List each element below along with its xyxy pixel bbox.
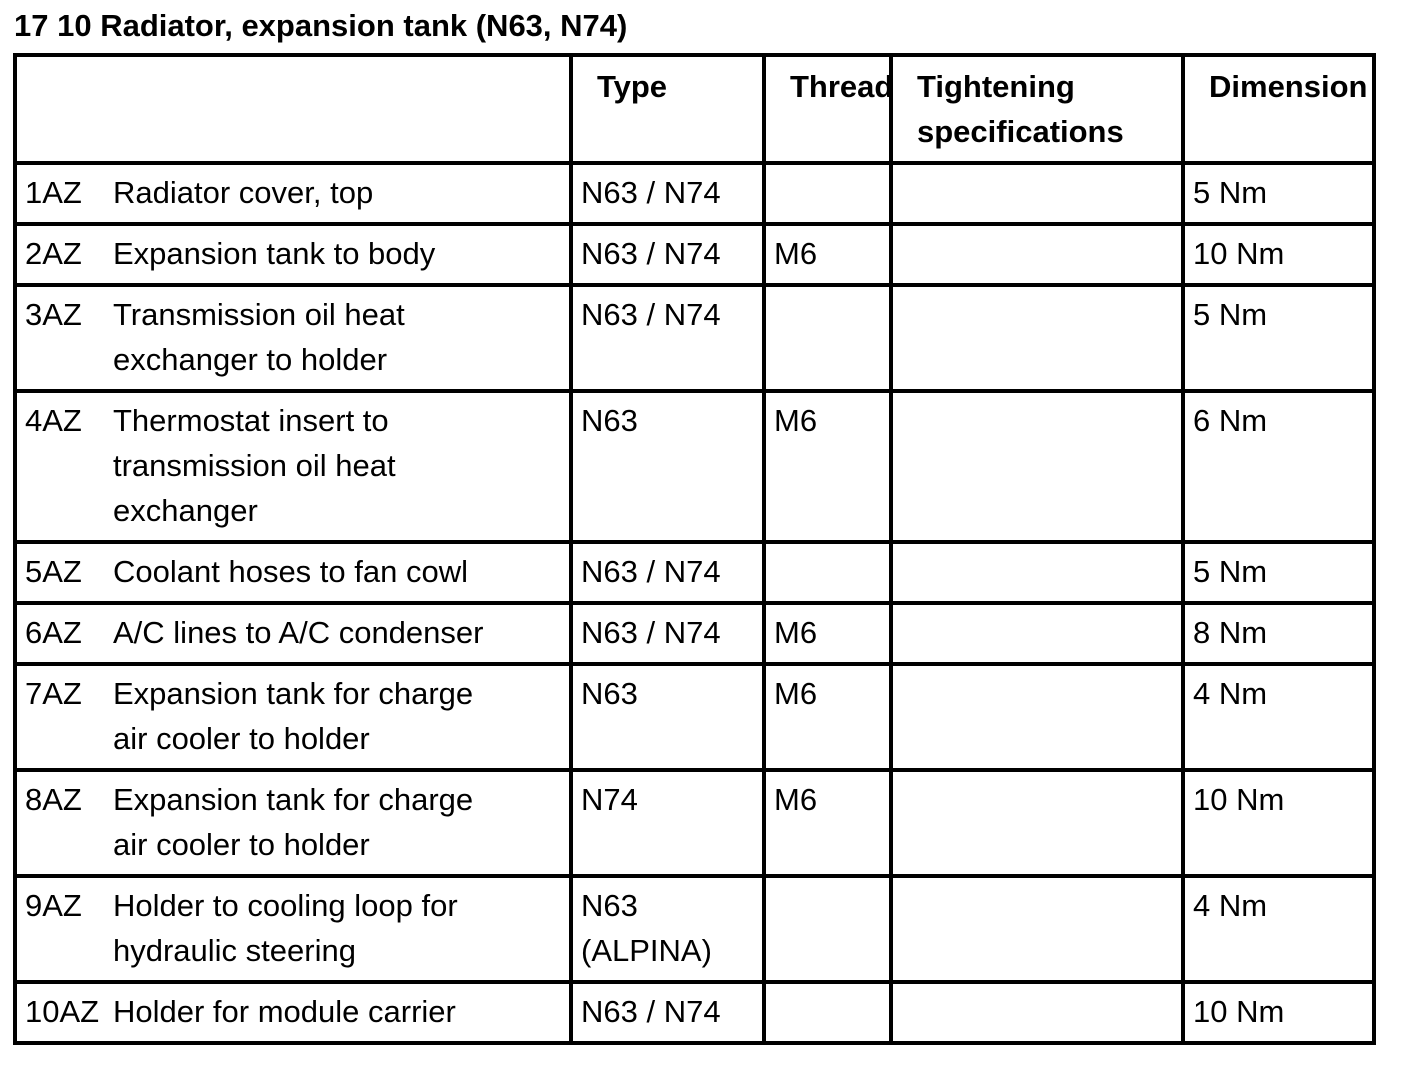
thread-cell: M6	[762, 389, 893, 544]
tightening-cell	[889, 601, 1185, 666]
type-cell: N63 / N74	[569, 161, 766, 226]
az-code: 3AZ	[25, 297, 82, 332]
header-row: Type Thread Tightening specifications Di…	[13, 53, 1376, 165]
item-cell: 9AZ Holder to cooling loop for hydraulic …	[13, 874, 573, 984]
table-header: Type Thread Tightening specifications Di…	[13, 53, 1376, 165]
item-description: Holder to cooling loop for hydraulic ste…	[113, 888, 458, 968]
col-header-thread: Thread	[762, 53, 893, 165]
type-cell: N63 / N74	[569, 601, 766, 666]
tightening-cell	[889, 980, 1185, 1045]
table-body: 1AZ Radiator cover, top N63 / N74 5 Nm 2A…	[13, 161, 1376, 1045]
table-row: 10AZ Holder for module carrier N63 / N74 …	[13, 980, 1376, 1045]
item-description: Transmission oil heat exchanger to holde…	[113, 297, 405, 377]
thread-cell: M6	[762, 222, 893, 287]
page-title: 17 10 Radiator, expansion tank (N63, N74…	[14, 8, 628, 43]
az-code: 10AZ	[25, 994, 100, 1029]
dimension-cell: 4 Nm	[1181, 874, 1376, 984]
table-row: 3AZ Transmission oil heat exchanger to ho…	[13, 283, 1376, 393]
tightening-cell	[889, 540, 1185, 605]
item-description: Holder for module carrier	[113, 994, 456, 1029]
az-code: 4AZ	[25, 403, 82, 438]
az-code: 8AZ	[25, 782, 82, 817]
tightening-cell	[889, 768, 1185, 878]
item-cell: 6AZ A/C lines to A/C condenser	[13, 601, 573, 666]
item-cell: 7AZ Expansion tank for charge air cooler …	[13, 662, 573, 772]
type-cell: N63	[569, 389, 766, 544]
thread-cell	[762, 540, 893, 605]
dimension-cell: 5 Nm	[1181, 283, 1376, 393]
item-description: Expansion tank for charge air cooler to …	[113, 782, 474, 862]
az-code: 5AZ	[25, 554, 82, 589]
tightening-cell	[889, 662, 1185, 772]
az-code: 1AZ	[25, 175, 82, 210]
dimension-cell: 10 Nm	[1181, 980, 1376, 1045]
col-header-type: Type	[569, 53, 766, 165]
item-cell: 1AZ Radiator cover, top	[13, 161, 573, 226]
type-cell: N63 / N74	[569, 540, 766, 605]
thread-cell	[762, 874, 893, 984]
thread-cell	[762, 161, 893, 226]
type-cell: N74	[569, 768, 766, 878]
thread-cell: M6	[762, 662, 893, 772]
item-cell: 5AZ Coolant hoses to fan cowl	[13, 540, 573, 605]
az-code: 7AZ	[25, 676, 82, 711]
tightening-cell	[889, 874, 1185, 984]
item-description: Thermostat insert to transmission oil he…	[113, 403, 396, 528]
dimension-cell: 5 Nm	[1181, 540, 1376, 605]
item-cell: 8AZ Expansion tank for charge air cooler …	[13, 768, 573, 878]
dimension-cell: 5 Nm	[1181, 161, 1376, 226]
type-cell: N63 / N74	[569, 283, 766, 393]
thread-cell: M6	[762, 768, 893, 878]
item-description: Expansion tank for charge air cooler to …	[113, 676, 474, 756]
thread-cell	[762, 283, 893, 393]
torque-spec-table: Type Thread Tightening specifications Di…	[13, 53, 1376, 1045]
item-cell: 4AZ Thermostat insert to transmission oil…	[13, 389, 573, 544]
item-cell: 2AZ Expansion tank to body	[13, 222, 573, 287]
az-code: 2AZ	[25, 236, 82, 271]
az-code: 6AZ	[25, 615, 82, 650]
table-row: 4AZ Thermostat insert to transmission oil…	[13, 389, 1376, 544]
col-header-item	[13, 53, 573, 165]
tightening-cell	[889, 222, 1185, 287]
type-cell: N63 (ALPINA)	[569, 874, 766, 984]
dimension-cell: 8 Nm	[1181, 601, 1376, 666]
item-description: Coolant hoses to fan cowl	[113, 554, 468, 589]
tightening-cell	[889, 389, 1185, 544]
table-row: 7AZ Expansion tank for charge air cooler …	[13, 662, 1376, 772]
az-code: 9AZ	[25, 888, 82, 923]
item-cell: 10AZ Holder for module carrier	[13, 980, 573, 1045]
type-cell: N63 / N74	[569, 222, 766, 287]
dimension-cell: 10 Nm	[1181, 768, 1376, 878]
table-row: 2AZ Expansion tank to body N63 / N74 M6 1…	[13, 222, 1376, 287]
type-cell: N63	[569, 662, 766, 772]
item-cell: 3AZ Transmission oil heat exchanger to ho…	[13, 283, 573, 393]
type-cell: N63 / N74	[569, 980, 766, 1045]
table-row: 9AZ Holder to cooling loop for hydraulic …	[13, 874, 1376, 984]
table-row: 6AZ A/C lines to A/C condenser N63 / N74 …	[13, 601, 1376, 666]
col-header-tightening: Tightening specifications	[889, 53, 1185, 165]
thread-cell: M6	[762, 601, 893, 666]
item-description: Radiator cover, top	[113, 175, 374, 210]
dimension-cell: 6 Nm	[1181, 389, 1376, 544]
item-description: Expansion tank to body	[113, 236, 436, 271]
table-row: 5AZ Coolant hoses to fan cowl N63 / N74 5…	[13, 540, 1376, 605]
tightening-cell	[889, 283, 1185, 393]
col-header-dimension: Dimension	[1181, 53, 1376, 165]
dimension-cell: 4 Nm	[1181, 662, 1376, 772]
table-row: 1AZ Radiator cover, top N63 / N74 5 Nm	[13, 161, 1376, 226]
tightening-cell	[889, 161, 1185, 226]
item-description: A/C lines to A/C condenser	[113, 615, 484, 650]
table-row: 8AZ Expansion tank for charge air cooler …	[13, 768, 1376, 878]
thread-cell	[762, 980, 893, 1045]
dimension-cell: 10 Nm	[1181, 222, 1376, 287]
